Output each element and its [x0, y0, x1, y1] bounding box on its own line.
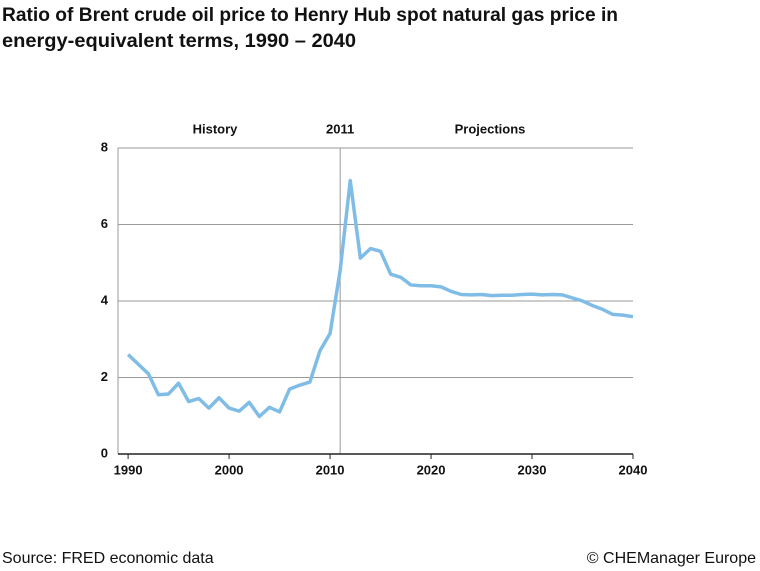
x-tick-label: 2010: [316, 462, 345, 477]
x-tick-label: 2020: [417, 462, 446, 477]
x-tick-label: 2030: [518, 462, 547, 477]
y-tick-label: 4: [101, 292, 109, 307]
annotation: History: [193, 121, 239, 136]
chart-title: energy-equivalent terms, 1990 – 2040: [2, 31, 356, 52]
y-tick-label: 0: [101, 445, 108, 460]
chart-title: Ratio of Brent crude oil price to Henry …: [2, 5, 618, 26]
credit: © CHEManager Europe: [587, 550, 756, 567]
y-tick-label: 2: [101, 369, 108, 384]
x-tick-label: 2000: [215, 462, 244, 477]
x-tick-label: 1990: [114, 462, 143, 477]
data-line: [126, 178, 634, 419]
x-tick-label: 2040: [619, 462, 648, 477]
divider-label: 2011: [326, 121, 354, 136]
y-tick-label: 8: [101, 139, 108, 154]
y-tick-label: 6: [101, 216, 108, 231]
source: Source: FRED economic data: [2, 550, 214, 567]
annotation: Projections: [455, 121, 526, 136]
